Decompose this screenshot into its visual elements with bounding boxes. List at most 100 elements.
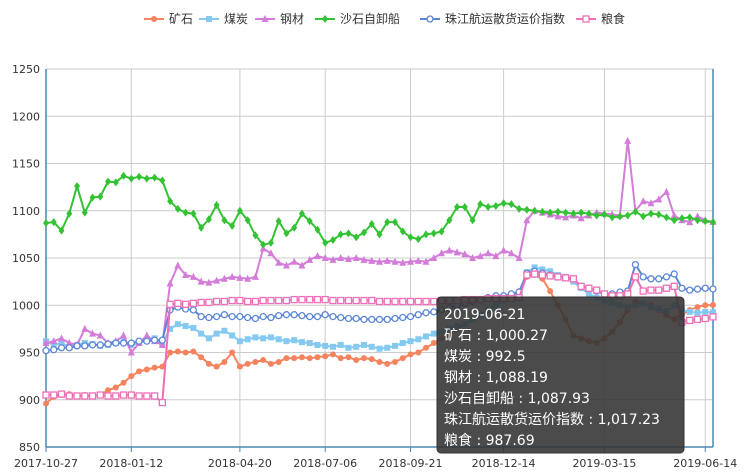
data-point-steel xyxy=(577,214,585,222)
data-point-steel xyxy=(96,331,104,339)
data-point-ore xyxy=(283,355,290,362)
legend-label: 煤炭 xyxy=(224,12,248,26)
legend-item-coal[interactable]: 煤炭 xyxy=(199,12,248,26)
data-point-grain xyxy=(81,392,89,400)
data-point-index xyxy=(65,344,73,352)
data-point-sand xyxy=(221,216,228,225)
data-point-sand xyxy=(368,219,375,228)
data-point-grain xyxy=(313,295,322,304)
data-point-sand xyxy=(252,231,259,240)
legend-label: 矿石 xyxy=(169,12,193,26)
data-point-sand xyxy=(314,225,321,234)
data-point-index xyxy=(220,311,229,319)
data-point-grain xyxy=(577,282,585,291)
data-point-coal xyxy=(423,333,430,340)
data-point-steel xyxy=(50,337,58,345)
tooltip-row-index: 珠江航运散货运价指数 : 1,017.23 xyxy=(444,411,660,428)
legend-item-steel[interactable]: 钢材 xyxy=(255,12,304,26)
legend-item-index[interactable]: 珠江航运散货运价指数 xyxy=(420,11,565,26)
legend-item-grain[interactable]: 粮食 xyxy=(576,11,625,26)
data-point-index xyxy=(399,313,407,322)
data-point-steel xyxy=(523,216,531,224)
data-point-index xyxy=(112,339,120,347)
data-point-sand xyxy=(167,197,174,206)
data-point-coal xyxy=(213,330,220,337)
chart-legend[interactable]: 矿石 煤炭 钢材 沙石自卸船 珠江航运散货运价指数 粮食 xyxy=(144,11,625,26)
data-point-steel xyxy=(515,254,523,261)
data-point-sand xyxy=(531,206,538,215)
tooltip-background xyxy=(436,296,685,454)
data-point-steel xyxy=(391,257,399,265)
data-point-index xyxy=(686,286,694,294)
data-point-sand xyxy=(570,209,577,218)
data-point-steel xyxy=(337,254,345,261)
data-point-grain xyxy=(554,273,562,281)
data-point-steel xyxy=(213,276,221,284)
data-point-steel xyxy=(329,255,337,263)
data-point-index xyxy=(313,312,322,321)
data-point-index xyxy=(655,275,663,283)
data-point-ore xyxy=(221,358,228,365)
data-point-grain xyxy=(251,297,260,306)
data-point-coal xyxy=(539,266,546,273)
data-point-ore xyxy=(198,354,205,361)
data-point-index xyxy=(647,275,655,283)
data-point-index xyxy=(631,260,640,269)
data-point-index xyxy=(321,311,329,319)
data-point-ore xyxy=(190,348,197,355)
data-point-sand xyxy=(585,209,592,218)
data-point-ore xyxy=(407,351,414,358)
data-point-ore xyxy=(329,351,336,358)
data-point-ore xyxy=(128,373,135,380)
legend-swatch-icon xyxy=(322,15,328,23)
data-point-sand xyxy=(267,238,274,247)
legend-item-sand[interactable]: 沙石自卸船 xyxy=(315,11,400,26)
data-point-sand xyxy=(539,207,546,216)
x-tick-label: 2019-06-14 xyxy=(673,457,737,470)
data-point-index xyxy=(73,342,81,350)
data-point-index xyxy=(88,341,97,349)
data-point-sand xyxy=(423,230,430,239)
data-point-grain xyxy=(709,313,717,321)
data-point-index xyxy=(337,313,345,322)
data-point-grain xyxy=(546,272,554,280)
data-point-sand xyxy=(112,178,119,187)
data-point-sand xyxy=(671,216,678,225)
data-point-sand xyxy=(562,208,569,217)
data-point-sand xyxy=(523,205,530,214)
data-point-grain xyxy=(585,284,593,292)
data-point-sand xyxy=(454,202,461,211)
data-point-index xyxy=(212,312,221,321)
data-point-sand xyxy=(415,235,422,244)
y-axis: 850 900 950 1000 1050 1100 1150 1200 1250 xyxy=(12,63,714,454)
data-point-ore xyxy=(423,344,430,351)
data-point-sand xyxy=(190,209,197,218)
data-point-steel xyxy=(42,339,50,347)
chart-tooltip: 2019-06-21 矿石 : 1,000.27 煤炭 : 992.5 钢材 :… xyxy=(436,296,685,454)
data-point-index xyxy=(414,311,422,319)
legend-item-ore[interactable]: 矿石 xyxy=(144,12,193,26)
data-point-grain xyxy=(150,392,159,400)
data-point-index xyxy=(391,314,399,323)
data-point-ore xyxy=(430,340,437,347)
data-point-sand xyxy=(205,215,212,224)
data-point-sand xyxy=(601,210,608,219)
data-point-coal xyxy=(283,338,290,345)
data-point-grain xyxy=(96,391,104,399)
data-point-grain xyxy=(290,295,298,304)
data-point-sand xyxy=(686,213,693,222)
data-point-ore xyxy=(710,301,716,308)
tooltip-row-coal: 煤炭 : 992.5 xyxy=(444,349,526,365)
y-tick-label: 1150 xyxy=(12,158,40,171)
data-point-index xyxy=(360,315,368,324)
data-point-ore xyxy=(105,387,112,394)
y-tick-label: 1050 xyxy=(12,252,40,265)
data-point-ore xyxy=(252,358,259,365)
data-point-sand xyxy=(151,173,158,182)
data-point-steel xyxy=(58,334,66,342)
data-point-steel xyxy=(639,197,647,205)
data-point-index xyxy=(329,312,337,321)
data-point-sand xyxy=(647,209,654,218)
data-point-sand xyxy=(260,240,267,249)
data-point-ore xyxy=(314,354,321,361)
